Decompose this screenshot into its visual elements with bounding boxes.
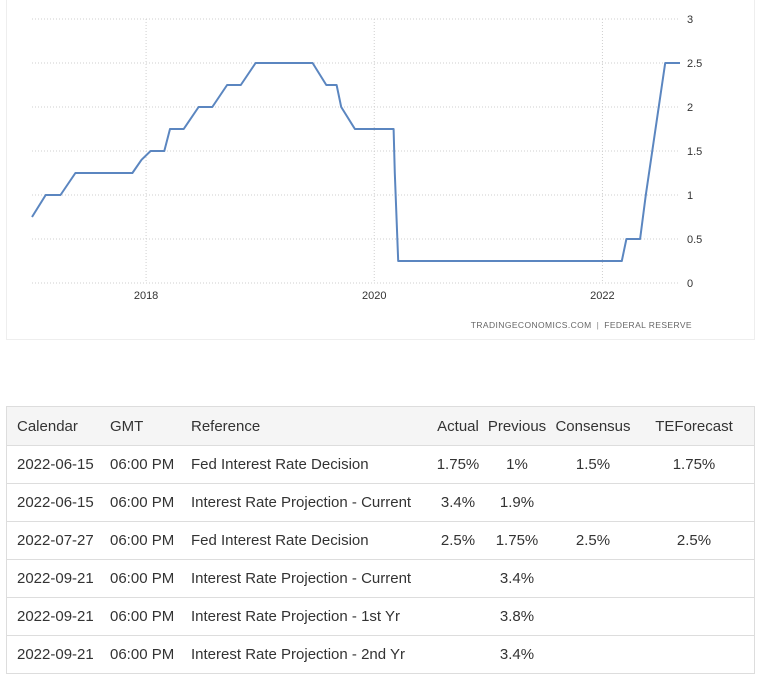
chart-panel: 0 0.5 1 1.5 2 2.5 3 2018 2020 2022 TRADINGECONOM…: [6, 0, 755, 340]
cell-teforecast: [634, 559, 755, 598]
calendar-table: Calendar GMT Reference Actual Previous C…: [6, 406, 755, 674]
cell-teforecast: 1.75%: [634, 445, 755, 484]
cell-gmt: 06:00 PM: [100, 635, 181, 674]
cell-actual: 1.75%: [434, 445, 482, 484]
y-tick-label: 3: [687, 14, 693, 26]
header-reference: Reference: [181, 406, 434, 446]
cell-gmt: 06:00 PM: [100, 521, 181, 560]
cell-teforecast: [634, 635, 755, 674]
cell-gmt: 06:00 PM: [100, 559, 181, 598]
cell-previous: 3.4%: [482, 635, 552, 674]
cell-calendar: 2022-09-21: [6, 597, 100, 636]
cell-actual: [434, 597, 482, 636]
header-teforecast: TEForecast: [634, 406, 755, 446]
cell-consensus: [552, 483, 634, 522]
series-line[interactable]: [31, 62, 680, 262]
cell-consensus: [552, 635, 634, 674]
cell-reference[interactable]: Fed Interest Rate Decision: [181, 445, 434, 484]
cell-reference[interactable]: Fed Interest Rate Decision: [181, 521, 434, 560]
cell-teforecast: [634, 597, 755, 636]
cell-calendar: 2022-07-27: [6, 521, 100, 560]
cell-consensus: 1.5%: [552, 445, 634, 484]
cell-consensus: [552, 597, 634, 636]
chart-source: TRADINGECONOMICS.COM | FEDERAL RESERVE: [471, 320, 692, 330]
y-tick-label: 0.5: [687, 234, 702, 246]
header-gmt: GMT: [100, 406, 181, 446]
table-row: 2022-09-21 06:00 PM Interest Rate Projec…: [6, 559, 755, 598]
cell-calendar: 2022-06-15: [6, 445, 100, 484]
y-axis: 0 0.5 1 1.5 2 2.5 3: [687, 14, 702, 290]
source-site[interactable]: TRADINGECONOMICS.COM: [470, 320, 592, 330]
cell-gmt: 06:00 PM: [100, 445, 181, 484]
cell-consensus: 2.5%: [552, 521, 634, 560]
cell-reference[interactable]: Interest Rate Projection - Current: [181, 559, 434, 598]
y-tick-label: 1: [687, 190, 693, 202]
cell-actual: [434, 635, 482, 674]
header-actual: Actual: [434, 406, 482, 446]
x-tick-label: 2018: [134, 290, 158, 302]
cell-actual: [434, 559, 482, 598]
cell-calendar: 2022-06-15: [6, 483, 100, 522]
cell-previous: 1.9%: [482, 483, 552, 522]
table-row: 2022-09-21 06:00 PM Interest Rate Projec…: [6, 597, 755, 636]
cell-previous: 3.8%: [482, 597, 552, 636]
chart-series: [31, 62, 680, 262]
cell-teforecast: [634, 483, 755, 522]
cell-previous: 1%: [482, 445, 552, 484]
y-tick-label: 2.5: [687, 58, 702, 70]
cell-reference[interactable]: Interest Rate Projection - 1st Yr: [181, 597, 434, 636]
header-calendar: Calendar: [6, 406, 100, 446]
cell-actual: 2.5%: [434, 521, 482, 560]
cell-reference[interactable]: Interest Rate Projection - 2nd Yr: [181, 635, 434, 674]
table-row: 2022-06-15 06:00 PM Interest Rate Projec…: [6, 483, 755, 522]
cell-previous: 1.75%: [482, 521, 552, 560]
cell-gmt: 06:00 PM: [100, 483, 181, 522]
cell-calendar: 2022-09-21: [6, 635, 100, 674]
header-consensus: Consensus: [552, 406, 634, 446]
table-row: 2022-07-27 06:00 PM Fed Interest Rate De…: [6, 521, 755, 560]
cell-gmt: 06:00 PM: [100, 597, 181, 636]
source-provider[interactable]: FEDERAL RESERVE: [604, 320, 692, 330]
table-row: 2022-09-21 06:00 PM Interest Rate Projec…: [6, 635, 755, 674]
header-previous: Previous: [482, 406, 552, 446]
cell-teforecast: 2.5%: [634, 521, 755, 560]
cell-reference[interactable]: Interest Rate Projection - Current: [181, 483, 434, 522]
x-tick-label: 2020: [362, 290, 386, 302]
y-tick-label: 0: [687, 278, 693, 290]
y-tick-label: 1.5: [687, 146, 702, 158]
cell-consensus: [552, 559, 634, 598]
cell-calendar: 2022-09-21: [6, 559, 100, 598]
y-tick-label: 2: [687, 102, 693, 114]
source-separator: |: [596, 320, 600, 330]
table-body: 2022-06-15 06:00 PM Fed Interest Rate De…: [6, 445, 755, 674]
cell-actual: 3.4%: [434, 483, 482, 522]
cell-previous: 3.4%: [482, 559, 552, 598]
table-header-row: Calendar GMT Reference Actual Previous C…: [6, 406, 755, 446]
x-tick-label: 2022: [590, 290, 614, 302]
chart-grid: [32, 18, 680, 284]
x-axis: 2018 2020 2022: [134, 290, 615, 302]
interest-rate-chart: 0 0.5 1 1.5 2 2.5 3 2018 2020 2022: [31, 14, 702, 302]
table-row: 2022-06-15 06:00 PM Fed Interest Rate De…: [6, 445, 755, 484]
